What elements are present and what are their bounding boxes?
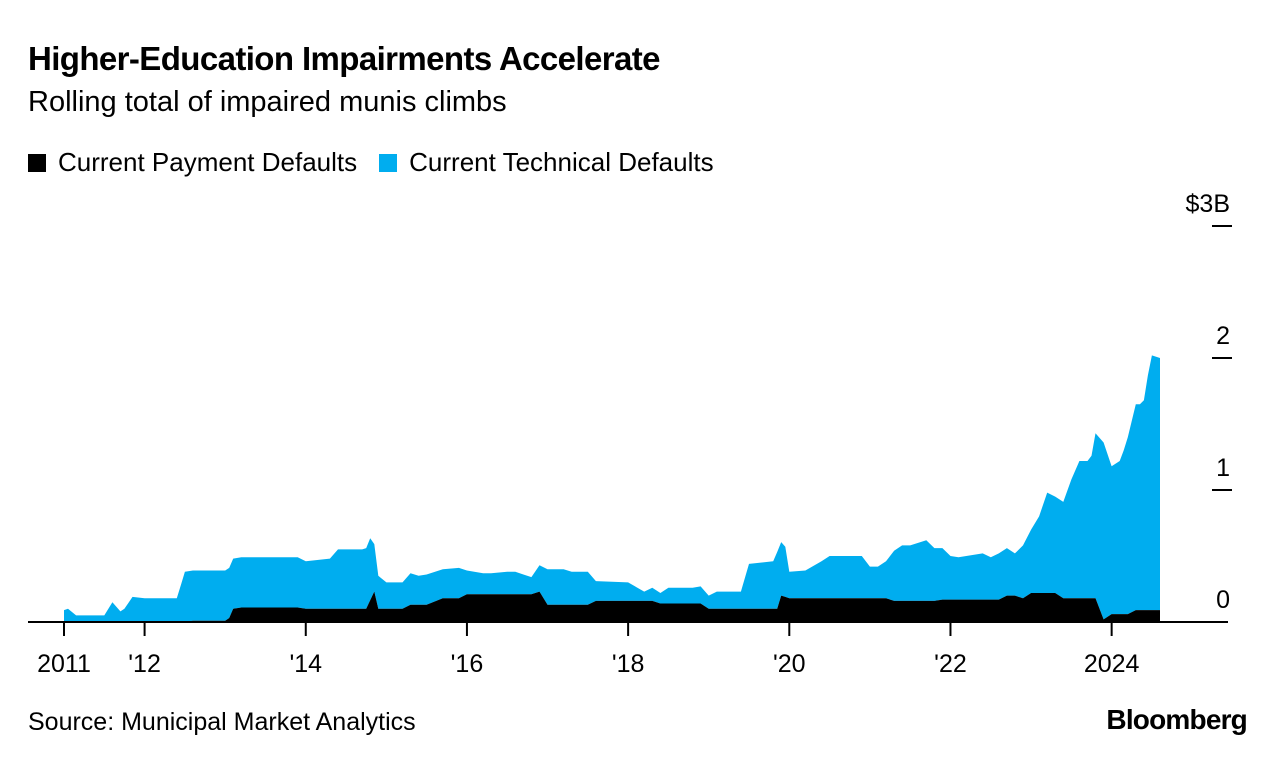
x-tick-label: '20 <box>773 650 806 678</box>
x-tick-label: '18 <box>612 650 645 678</box>
legend-item-payment: Current Payment Defaults <box>28 147 357 178</box>
payment-defaults-area <box>64 591 1160 622</box>
y-tick-label: $3B <box>1186 190 1230 218</box>
x-tick-label: '16 <box>451 650 484 678</box>
y-tick-label: 0 <box>1216 586 1230 614</box>
technical-defaults-area <box>64 355 1160 622</box>
bloomberg-logo: Bloomberg <box>1106 704 1247 735</box>
x-tick-label: 2011 <box>37 650 91 678</box>
legend: Current Payment Defaults Current Technic… <box>28 147 736 178</box>
x-tick-label: 2024 <box>1084 650 1140 678</box>
chart-title: Higher-Education Impairments Accelerate <box>28 40 661 77</box>
chart-subtitle: Rolling total of impaired munis climbs <box>28 86 507 118</box>
legend-label-payment: Current Payment Defaults <box>58 147 358 177</box>
y-tick-label: 2 <box>1216 322 1230 350</box>
y-tick-label: 1 <box>1216 454 1230 482</box>
x-tick-label: '22 <box>934 650 967 678</box>
legend-item-technical: Current Technical Defaults <box>379 147 714 178</box>
legend-swatch-technical <box>379 153 398 172</box>
source-note: Source: Municipal Market Analytics <box>28 708 416 736</box>
x-tick-label: '12 <box>128 650 161 678</box>
legend-swatch-payment <box>28 153 46 172</box>
x-tick-label: '14 <box>289 650 322 678</box>
legend-label-technical: Current Technical Defaults <box>409 147 714 177</box>
